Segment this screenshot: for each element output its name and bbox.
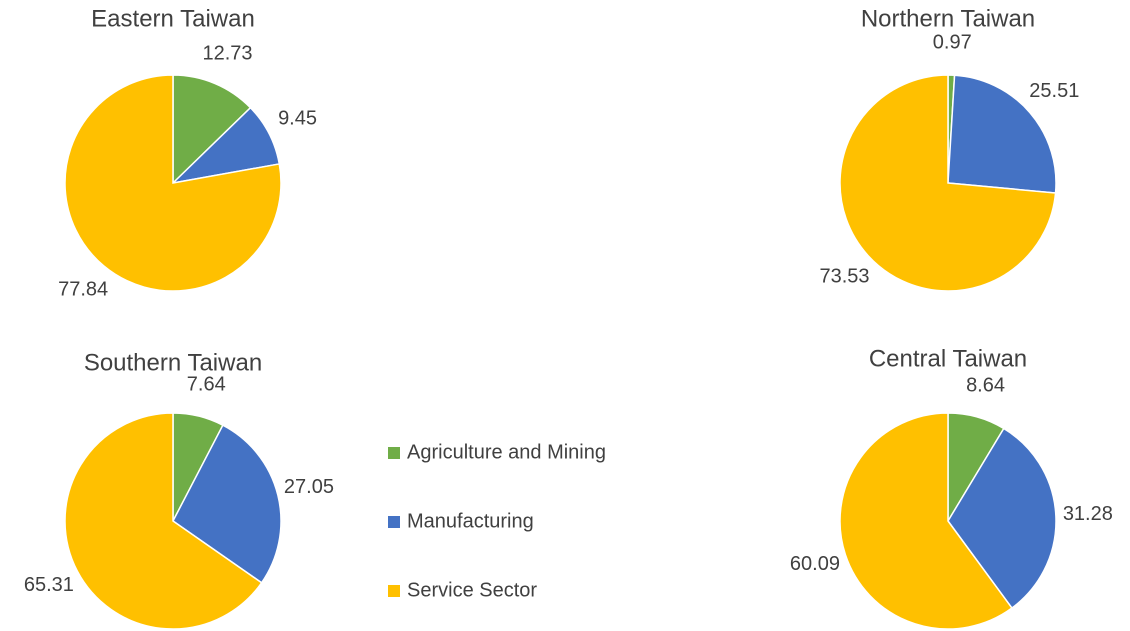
chart-title: Northern Taiwan [861,5,1035,32]
data-label: 7.64 [187,373,226,395]
pie-slice [64,412,263,630]
data-label: 60.09 [790,553,840,575]
data-label: 27.05 [284,476,334,498]
data-label: 73.53 [819,266,869,288]
pie-slice [947,427,1057,610]
pie-slice [172,74,252,185]
legend-swatch [388,516,400,528]
pie-slice [839,74,1057,292]
data-label: 25.51 [1029,80,1079,102]
data-label: 0.97 [933,31,972,53]
pie-slice [839,412,1013,630]
pie-slice [172,424,282,584]
legend-swatch [388,447,400,459]
pie-slice [947,74,1057,194]
chart-title: Eastern Taiwan [91,5,255,32]
data-label: 31.28 [1063,503,1113,525]
legend-label: Service Sector [407,579,537,601]
data-label: 12.73 [202,42,252,64]
chart-title: Central Taiwan [869,345,1027,372]
legend-swatch [388,585,400,597]
data-label: 65.31 [24,574,74,596]
chart-title: Southern Taiwan [84,349,262,376]
pie-slice [64,74,282,292]
data-label: 77.84 [58,279,108,301]
data-label: 9.45 [278,107,317,129]
legend-label: Manufacturing [407,510,534,532]
legend-label: Agriculture and Mining [407,441,606,463]
data-label: 8.64 [966,374,1005,396]
